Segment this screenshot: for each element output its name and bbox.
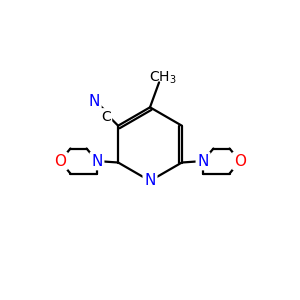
Text: O: O [54, 154, 66, 169]
Text: O: O [234, 154, 246, 169]
Text: N: N [88, 94, 100, 109]
Text: CH$_3$: CH$_3$ [149, 70, 176, 86]
Text: N: N [144, 173, 156, 188]
Text: C: C [101, 110, 110, 124]
Text: N: N [91, 154, 103, 169]
Text: N: N [197, 154, 209, 169]
